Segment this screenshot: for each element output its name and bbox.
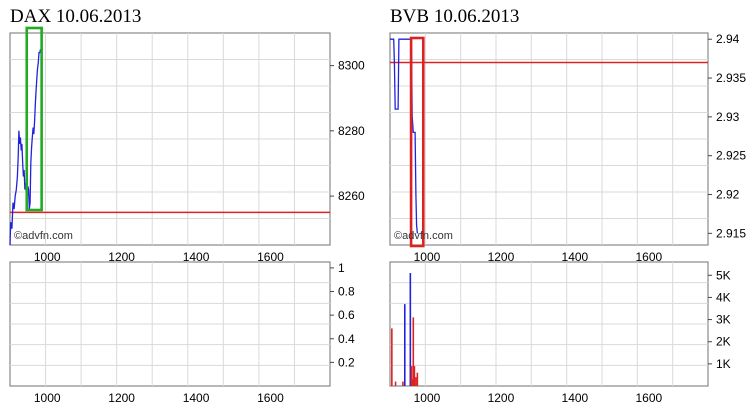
- dax-title: DAX 10.06.2013: [10, 6, 142, 27]
- bvb-volume-xtick-label: 1000: [414, 391, 441, 405]
- bvb-price-xtick-label: 1000: [414, 250, 441, 264]
- bvb-title: BVB 10.06.2013: [390, 6, 520, 27]
- dax-price-xtick-label: 1600: [257, 250, 284, 264]
- bvb-price-ytick-label: 2.94: [716, 32, 740, 46]
- bvb-price-ytick-label: 2.935: [716, 71, 746, 85]
- bvb-volume-ytick-label: 2K: [716, 335, 731, 349]
- dax-volume-ytick-label: 0.6: [338, 308, 355, 322]
- bvb-highlight-box: [409, 36, 425, 248]
- dax-price-xtick-label: 1200: [108, 250, 135, 264]
- bvb-volume-ytick-label: 1K: [716, 357, 731, 371]
- dax-volume-xtick-label: 1000: [34, 391, 61, 405]
- dax-price-xtick-label: 1000: [34, 250, 61, 264]
- dax-volume-xtick-label: 1200: [108, 391, 135, 405]
- dax-volume-ytick-label: 0.4: [338, 332, 355, 346]
- bvb-volume-ytick-label: 4K: [716, 290, 731, 304]
- bvb-volume-ytick-label: 5K: [716, 268, 731, 282]
- bvb-price-xtick-label: 1400: [562, 250, 589, 264]
- bvb-volume-xtick-label: 1600: [635, 391, 662, 405]
- dax-price-xtick-label: 1400: [183, 250, 210, 264]
- bvb-price-xtick-label: 1200: [488, 250, 515, 264]
- bvb-price-ytick-label: 2.93: [716, 110, 740, 124]
- dax-volume-ytick-label: 0.2: [338, 355, 355, 369]
- bvb-volume-xtick-label: 1200: [488, 391, 515, 405]
- bvb-price-series-line: [390, 38, 419, 234]
- dax-price-ytick-label: 8300: [338, 59, 365, 73]
- bvb-watermark: ©advfn.com: [394, 230, 453, 242]
- dax-volume-ytick-label: 1: [338, 261, 345, 275]
- dax-volume-ytick-label: 0.8: [338, 285, 355, 299]
- bvb-price-ytick-label: 2.925: [716, 149, 746, 163]
- bvb-price-ytick-label: 2.915: [716, 226, 746, 240]
- dax-price-ytick-label: 8260: [338, 189, 365, 203]
- bvb-volume-xtick-label: 1400: [562, 391, 589, 405]
- dax-highlight-box: [25, 26, 43, 212]
- dax-volume-xtick-label: 1600: [257, 391, 284, 405]
- bvb-volume-ytick-label: 3K: [716, 313, 731, 327]
- dax-volume-xtick-label: 1400: [183, 391, 210, 405]
- dax-price-ytick-label: 8280: [338, 124, 365, 138]
- bvb-price-xtick-label: 1600: [635, 250, 662, 264]
- dax-watermark: ©advfn.com: [14, 230, 73, 242]
- bvb-price-ytick-label: 2.92: [716, 188, 740, 202]
